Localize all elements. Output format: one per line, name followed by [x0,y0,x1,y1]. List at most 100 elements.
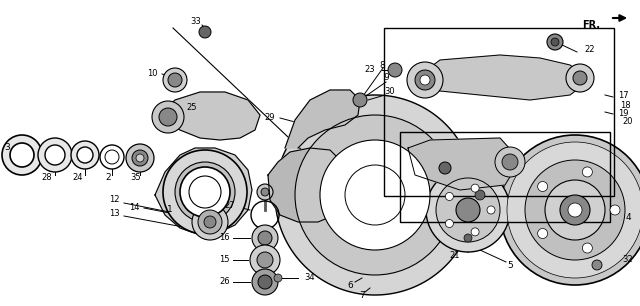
Circle shape [407,62,443,98]
Polygon shape [160,92,260,140]
Polygon shape [155,148,252,235]
Circle shape [353,93,367,107]
Circle shape [295,115,455,275]
Text: 12: 12 [109,196,120,204]
Text: 16: 16 [220,233,230,242]
Circle shape [439,162,451,174]
Circle shape [415,70,435,90]
Circle shape [71,141,99,169]
Circle shape [274,274,282,282]
Text: 30: 30 [385,88,396,96]
Text: 27: 27 [225,200,236,210]
Polygon shape [285,90,360,148]
Circle shape [471,228,479,236]
Circle shape [152,101,184,133]
Text: 23: 23 [364,65,375,74]
Text: 7: 7 [359,290,365,300]
Circle shape [345,165,405,225]
Circle shape [258,231,272,245]
Circle shape [487,206,495,214]
Text: 13: 13 [109,208,120,218]
Text: 9: 9 [383,73,389,83]
Circle shape [547,34,563,50]
Text: 14: 14 [129,203,140,211]
Circle shape [502,154,518,170]
Circle shape [592,260,602,270]
Text: 35: 35 [131,174,141,182]
Text: 6: 6 [347,281,353,289]
Circle shape [77,147,93,163]
Bar [400,132,610,222]
Text: 11: 11 [381,163,392,173]
Circle shape [436,178,500,242]
Circle shape [566,64,594,92]
Text: 5: 5 [507,260,513,270]
Circle shape [192,204,228,240]
Circle shape [168,73,182,87]
Circle shape [500,135,640,285]
Circle shape [252,269,278,295]
Circle shape [568,203,582,217]
Circle shape [471,184,479,192]
Text: 34: 34 [305,274,316,282]
Text: 33: 33 [191,17,202,27]
Circle shape [257,184,273,200]
Text: FR.: FR. [582,20,600,30]
Circle shape [495,147,525,177]
Text: 8: 8 [379,61,385,69]
Text: 31: 31 [484,174,495,182]
Circle shape [325,145,425,245]
Text: 32: 32 [623,256,634,264]
Circle shape [560,195,590,225]
Polygon shape [408,138,520,190]
Circle shape [250,245,280,275]
Circle shape [582,167,593,177]
Circle shape [252,225,278,251]
Circle shape [545,180,605,240]
Circle shape [525,160,625,260]
Circle shape [573,71,587,85]
Circle shape [353,173,397,217]
Circle shape [464,234,472,242]
Circle shape [2,135,42,175]
Circle shape [363,183,387,207]
Circle shape [163,150,247,234]
Text: 15: 15 [220,256,230,264]
Circle shape [426,168,510,252]
Text: 26: 26 [220,278,230,286]
Circle shape [198,210,222,234]
Circle shape [180,167,230,217]
Circle shape [195,182,215,202]
Polygon shape [268,148,348,222]
Circle shape [257,252,273,268]
Text: 2: 2 [105,174,111,182]
Text: 28: 28 [42,174,52,182]
Circle shape [175,162,235,222]
Circle shape [10,143,34,167]
Text: 4: 4 [625,214,631,222]
Circle shape [189,176,221,208]
Text: 17: 17 [618,91,628,100]
Text: 3: 3 [4,144,10,152]
Circle shape [507,142,640,278]
Circle shape [163,68,187,92]
Circle shape [258,275,272,289]
Circle shape [538,181,548,192]
Circle shape [538,229,548,238]
Text: 1: 1 [167,206,173,215]
Text: 21: 21 [450,252,460,260]
Bar [384,28,614,196]
Circle shape [45,145,65,165]
Circle shape [204,216,216,228]
Circle shape [456,198,480,222]
Text: 25: 25 [187,103,197,113]
Circle shape [445,192,453,200]
Text: 29: 29 [265,114,275,122]
Circle shape [261,188,269,196]
Circle shape [38,138,72,172]
Circle shape [320,140,430,250]
Polygon shape [420,55,590,100]
Text: 18: 18 [620,100,630,110]
Circle shape [445,219,453,228]
Circle shape [136,154,144,162]
